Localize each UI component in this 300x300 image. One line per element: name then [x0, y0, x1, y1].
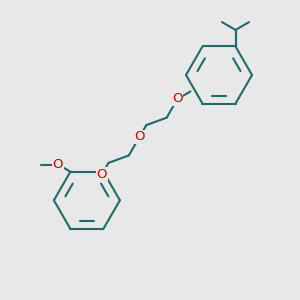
Text: O: O — [97, 168, 107, 181]
Text: O: O — [172, 92, 183, 106]
Text: O: O — [53, 158, 63, 171]
Text: O: O — [134, 130, 145, 143]
